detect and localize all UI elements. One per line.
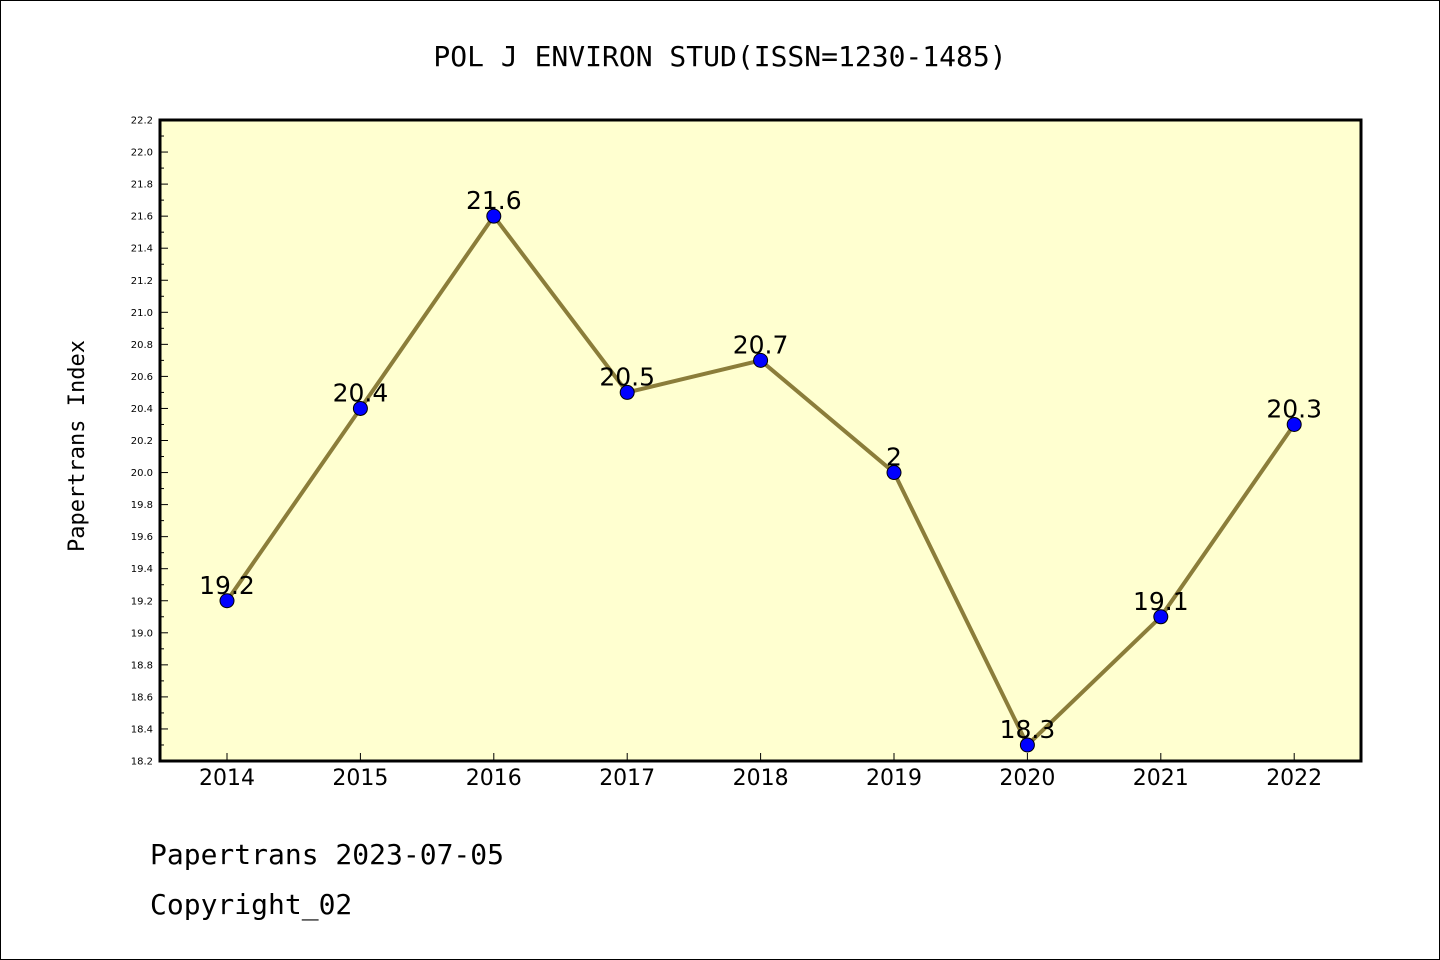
y-axis-label: Papertrans Index: [65, 340, 90, 552]
x-tick-label: 2017: [599, 766, 655, 791]
data-label: 19.2: [199, 571, 255, 600]
footer-date: Papertrans 2023-07-05: [150, 838, 504, 871]
data-point: [753, 352, 769, 368]
y-tick-label: 21.8: [131, 180, 153, 191]
data-point: [886, 465, 902, 481]
y-tick-label: 20.4: [131, 404, 153, 415]
y-tick-label: 19.4: [131, 564, 153, 575]
y-tick-label: 21.6: [131, 212, 153, 223]
y-tick-label: 18.2: [131, 757, 153, 768]
data-point: [619, 384, 635, 400]
y-tick-label: 22.0: [131, 148, 153, 159]
x-tick-label: 2015: [332, 766, 388, 791]
y-tick-label: 19.6: [131, 532, 153, 543]
data-point: [352, 400, 368, 416]
data-label: 20.4: [333, 378, 389, 407]
data-label: 2: [886, 443, 902, 472]
data-point: [1286, 416, 1302, 432]
y-tick-label: 18.6: [131, 692, 153, 703]
y-axis: 18.2 18.4 18.6 18.8 19.0 19.2 19.4 19.6 19.8 20.0…: [131, 116, 168, 768]
x-axis: 2014 2015 2016 2017 2018 2019 2020 2021 2022: [199, 753, 1322, 791]
data-point: [1019, 737, 1035, 753]
y-tick-label: 19.0: [131, 628, 153, 639]
x-tick-label: 2018: [733, 766, 789, 791]
data-label: 20.3: [1266, 394, 1322, 423]
data-point: [486, 208, 502, 224]
y-tick-label: 20.0: [131, 468, 153, 479]
data-label: 18.3: [1000, 715, 1056, 744]
x-tick-label: 2021: [1133, 766, 1189, 791]
data-label: 20.5: [599, 362, 655, 391]
footer-copyright: Copyright_02: [150, 888, 352, 922]
y-tick-label: 21.4: [131, 244, 153, 255]
y-tick-label: 22.2: [131, 116, 153, 127]
x-tick-label: 2016: [466, 766, 522, 791]
data-point: [219, 593, 235, 609]
data-label: 19.1: [1133, 587, 1189, 616]
chart-title: POL J ENVIRON STUD(ISSN=1230-1485): [433, 40, 1006, 73]
x-tick-label: 2014: [199, 766, 255, 791]
data-labels: 19.2 20.4 21.6 20.5 20.7 2 18.3 19.1 20.3: [199, 186, 1322, 744]
y-tick-label: 18.8: [131, 660, 153, 671]
data-label: 21.6: [466, 186, 522, 215]
plot-area: [158, 118, 1363, 763]
y-tick-label: 20.6: [131, 372, 153, 383]
data-point: [1153, 609, 1169, 625]
series-papertrans-index: [219, 208, 1302, 753]
y-tick-label: 20.2: [131, 436, 153, 447]
y-tick-label: 20.8: [131, 340, 153, 351]
x-tick-label: 2019: [866, 766, 922, 791]
y-tick-label: 19.8: [131, 500, 153, 511]
y-tick-label: 21.0: [131, 308, 153, 319]
y-tick-label: 21.2: [131, 276, 153, 287]
y-tick-label: 19.2: [131, 596, 153, 607]
data-label: 20.7: [733, 330, 789, 359]
y-tick-label: 18.4: [131, 724, 153, 735]
x-tick-label: 2020: [999, 766, 1055, 791]
x-tick-label: 2022: [1266, 766, 1322, 791]
